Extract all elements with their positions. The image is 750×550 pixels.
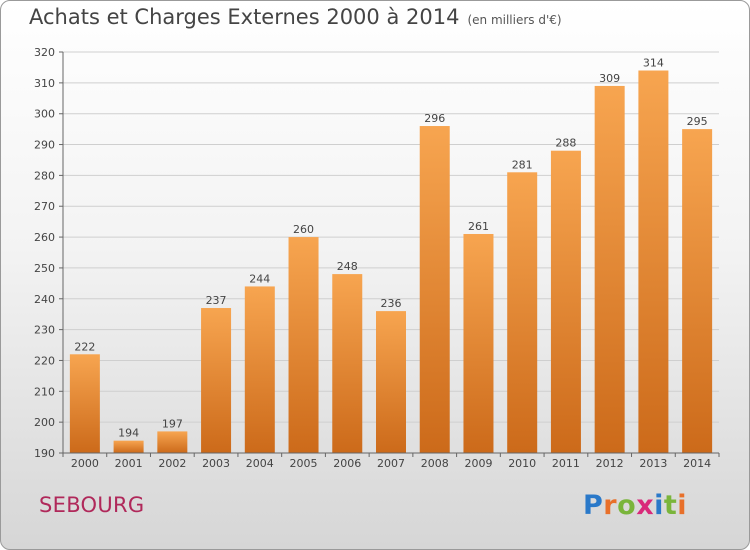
bar-value-label: 244	[249, 272, 270, 285]
bar	[682, 129, 713, 453]
bar-value-label: 222	[74, 340, 95, 353]
bar-value-label: 237	[206, 294, 227, 307]
bar-value-label: 288	[555, 137, 576, 150]
x-tick-label: 2007	[377, 457, 405, 470]
bar-value-label: 281	[512, 158, 533, 171]
bar	[594, 85, 625, 453]
y-tick-label: 240	[34, 293, 55, 306]
x-tick-label: 2004	[246, 457, 274, 470]
logo-letter: i	[654, 490, 664, 521]
bar	[550, 150, 581, 453]
bar	[157, 431, 188, 453]
bar	[419, 126, 450, 454]
bar-value-label: 296	[424, 112, 445, 125]
logo-letter: r	[603, 490, 618, 521]
axes	[59, 51, 720, 457]
bar	[69, 354, 100, 453]
y-tick-label: 220	[34, 354, 55, 367]
x-tick-label: 2002	[158, 457, 186, 470]
y-tick-label: 190	[34, 447, 55, 460]
logo-letter: x	[636, 490, 655, 521]
x-tick-label: 2013	[639, 457, 667, 470]
bar	[201, 308, 232, 453]
x-tick-label: 2014	[683, 457, 711, 470]
y-tick-label: 250	[34, 262, 55, 275]
y-tick-label: 280	[34, 169, 55, 182]
logo-letter: P	[583, 490, 604, 521]
x-tick-label: 2009	[464, 457, 492, 470]
bar	[463, 233, 494, 453]
y-tick-label: 230	[34, 324, 55, 337]
bar-value-label: 314	[643, 57, 664, 70]
bar	[376, 311, 406, 453]
bar-value-label: 197	[162, 417, 183, 430]
chart-title: Achats et Charges Externes 2000 à 2014	[29, 5, 460, 29]
x-tick-label: 2000	[71, 457, 99, 470]
y-tick-label: 270	[34, 200, 55, 213]
logo-letter: o	[617, 490, 637, 521]
bar	[638, 70, 669, 453]
bar-value-label: 295	[687, 115, 708, 128]
x-tick-label: 2001	[115, 457, 143, 470]
y-tick-label: 210	[34, 385, 55, 398]
y-tick-label: 260	[34, 231, 55, 244]
x-tick-label: 2010	[508, 457, 536, 470]
bar	[507, 172, 538, 454]
y-tick-label: 200	[34, 416, 55, 429]
location-label: SEBOURG	[39, 493, 145, 517]
y-tick-label: 320	[34, 46, 55, 59]
bar	[244, 286, 275, 453]
labels: 190 200 210 220 230 240 250 260 270 280 290 300 310 3…	[34, 46, 711, 470]
chart-subtitle: (en milliers d'€)	[467, 13, 562, 27]
bar-value-label: 248	[337, 260, 358, 273]
y-tick-label: 300	[34, 108, 55, 121]
x-tick-label: 2006	[333, 457, 361, 470]
bar-value-label: 260	[293, 223, 314, 236]
bar-value-label: 194	[118, 427, 139, 440]
x-tick-label: 2005	[290, 457, 318, 470]
x-tick-label: 2012	[596, 457, 624, 470]
bars	[69, 70, 713, 454]
x-tick-label: 2011	[552, 457, 580, 470]
bar-value-label: 309	[599, 72, 620, 85]
y-tick-label: 310	[34, 77, 55, 90]
bar-value-label: 236	[381, 297, 402, 310]
proxiti-logo[interactable]: Proxiti	[583, 490, 687, 521]
y-tick-label: 290	[34, 139, 55, 152]
logo-letter: t	[663, 490, 678, 521]
chart-title-block: Achats et Charges Externes 2000 à 2014 (e…	[29, 5, 562, 29]
bar	[288, 237, 319, 453]
bar-value-label: 261	[468, 220, 489, 233]
bar	[113, 440, 144, 453]
bar	[332, 274, 363, 453]
x-tick-label: 2003	[202, 457, 230, 470]
x-tick-label: 2008	[421, 457, 449, 470]
logo-letter: i	[677, 490, 688, 521]
